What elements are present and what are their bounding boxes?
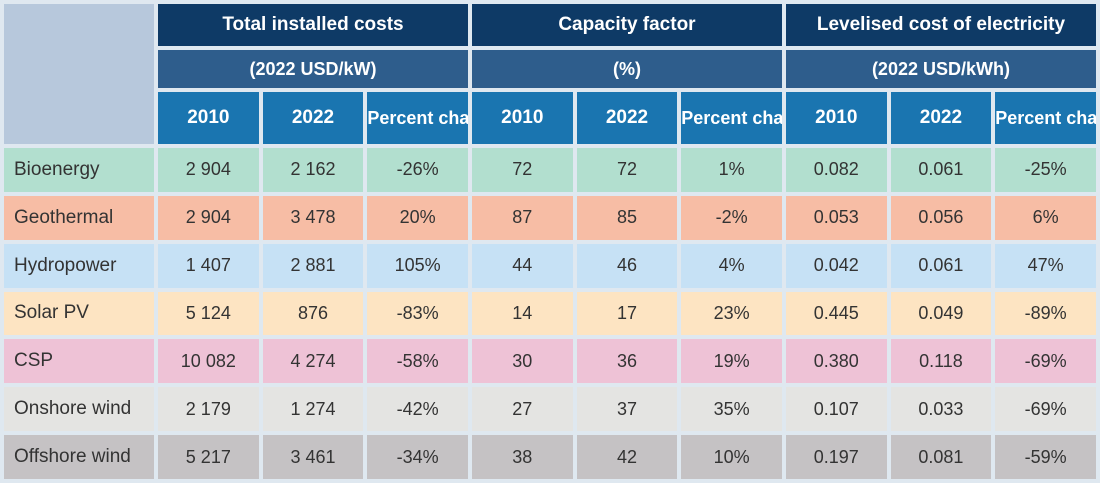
table-cell: 17 xyxy=(576,291,678,336)
table-cell: 27 xyxy=(471,387,573,432)
subheader-percent-change: Percent change xyxy=(995,92,1096,144)
subheader-2010: 2010 xyxy=(471,92,573,144)
table-cell: 0.380 xyxy=(785,339,887,384)
table-cell: 4 274 xyxy=(262,339,364,384)
table-cell: 0.053 xyxy=(785,195,887,240)
table-cell: 2 179 xyxy=(158,387,259,432)
table-cell: 35% xyxy=(681,387,782,432)
table-cell: -59% xyxy=(995,435,1096,479)
table-row: Geothermal 2 904 3 478 20% 87 85 -2% 0.053 0.056… xyxy=(4,195,1096,240)
unit-header-installed-costs: (2022 USD/kW) xyxy=(158,50,468,88)
table-cell: -69% xyxy=(995,339,1096,384)
table-cell: 37 xyxy=(576,387,678,432)
table-cell: 0.049 xyxy=(890,291,992,336)
table-cell: 1 407 xyxy=(158,243,259,288)
table-cell: 38 xyxy=(471,435,573,479)
subheader-2010: 2010 xyxy=(158,92,259,144)
table-cell: 1 274 xyxy=(262,387,364,432)
table-cell: 85 xyxy=(576,195,678,240)
table-cell: 30 xyxy=(471,339,573,384)
table-row: Solar PV 5 124 876 -83% 14 17 23% 0.445 0.049 -89… xyxy=(4,291,1096,336)
table-cell: -42% xyxy=(367,387,468,432)
subheader-2022: 2022 xyxy=(262,92,364,144)
group-header-capacity-factor: Capacity factor xyxy=(471,4,782,46)
table-row: Hydropower 1 407 2 881 105% 44 46 4% 0.042 0.061… xyxy=(4,243,1096,288)
table-cell: 876 xyxy=(262,291,364,336)
table-cell: 20% xyxy=(367,195,468,240)
table-cell: 72 xyxy=(471,148,573,192)
table-cell: 2 881 xyxy=(262,243,364,288)
row-label: Geothermal xyxy=(4,195,154,240)
table-cell: 0.107 xyxy=(785,387,887,432)
table-row: Onshore wind 2 179 1 274 -42% 27 37 35% 0.107 0.… xyxy=(4,387,1096,432)
table-cell: -26% xyxy=(367,148,468,192)
table-cell: 0.042 xyxy=(785,243,887,288)
table-cell: 0.118 xyxy=(890,339,992,384)
table-row: CSP 10 082 4 274 -58% 30 36 19% 0.380 0.118 -69% xyxy=(4,339,1096,384)
table-cell: 42 xyxy=(576,435,678,479)
subheader-2022: 2022 xyxy=(576,92,678,144)
table-cell: 0.056 xyxy=(890,195,992,240)
table-cell: 0.081 xyxy=(890,435,992,479)
row-label: Solar PV xyxy=(4,291,154,336)
corner-cell xyxy=(4,4,154,144)
table-cell: -34% xyxy=(367,435,468,479)
subheader-percent-change: Percent change xyxy=(681,92,782,144)
table-cell: -25% xyxy=(995,148,1096,192)
subheader-2022: 2022 xyxy=(890,92,992,144)
table-body: Bioenergy 2 904 2 162 -26% 72 72 1% 0.082 0.061-… xyxy=(4,148,1096,479)
table-cell: 0.082 xyxy=(785,148,887,192)
subheader-percent-change: Percent change xyxy=(367,92,468,144)
table-cell: 0.445 xyxy=(785,291,887,336)
table-cell: 44 xyxy=(471,243,573,288)
table-cell: 3 461 xyxy=(262,435,364,479)
subheader-2010: 2010 xyxy=(785,92,887,144)
table-cell: 46 xyxy=(576,243,678,288)
group-header-installed-costs: Total installed costs xyxy=(158,4,468,46)
row-label: CSP xyxy=(4,339,154,384)
table-cell: 23% xyxy=(681,291,782,336)
table-cell: 0.061 xyxy=(890,243,992,288)
table-cell: 2 904 xyxy=(158,148,259,192)
table-cell: 0.033 xyxy=(890,387,992,432)
row-label: Offshore wind xyxy=(4,435,154,479)
table-cell: 87 xyxy=(471,195,573,240)
table-row: Offshore wind 5 217 3 461 -34% 38 42 10% 0.197 0… xyxy=(4,435,1096,479)
group-header-lcoe: Levelised cost of electricity xyxy=(785,4,1096,46)
table-cell: 5 217 xyxy=(158,435,259,479)
table-cell: 2 904 xyxy=(158,195,259,240)
row-label: Bioenergy xyxy=(4,148,154,192)
table-cell: 14 xyxy=(471,291,573,336)
row-label: Onshore wind xyxy=(4,387,154,432)
unit-header-capacity-factor: (%) xyxy=(471,50,782,88)
table-cell: 47% xyxy=(995,243,1096,288)
table-cell: 0.197 xyxy=(785,435,887,479)
table-cell: 2 162 xyxy=(262,148,364,192)
table-cell: 0.061 xyxy=(890,148,992,192)
table-cell: 3 478 xyxy=(262,195,364,240)
row-label: Hydropower xyxy=(4,243,154,288)
table-cell: -69% xyxy=(995,387,1096,432)
table-cell: -83% xyxy=(367,291,468,336)
table-cell: 4% xyxy=(681,243,782,288)
table-cell: 1% xyxy=(681,148,782,192)
table-cell: -2% xyxy=(681,195,782,240)
table-cell: -58% xyxy=(367,339,468,384)
table-row: Bioenergy 2 904 2 162 -26% 72 72 1% 0.082 0.061-… xyxy=(4,148,1096,192)
table-cell: 6% xyxy=(995,195,1096,240)
table-cell: 10 082 xyxy=(158,339,259,384)
table-cell: 72 xyxy=(576,148,678,192)
table-cell: 5 124 xyxy=(158,291,259,336)
table-cell: 36 xyxy=(576,339,678,384)
table-cell: 19% xyxy=(681,339,782,384)
unit-header-lcoe: (2022 USD/kWh) xyxy=(785,50,1096,88)
table-cell: -89% xyxy=(995,291,1096,336)
table-cell: 10% xyxy=(681,435,782,479)
table-cell: 105% xyxy=(367,243,468,288)
